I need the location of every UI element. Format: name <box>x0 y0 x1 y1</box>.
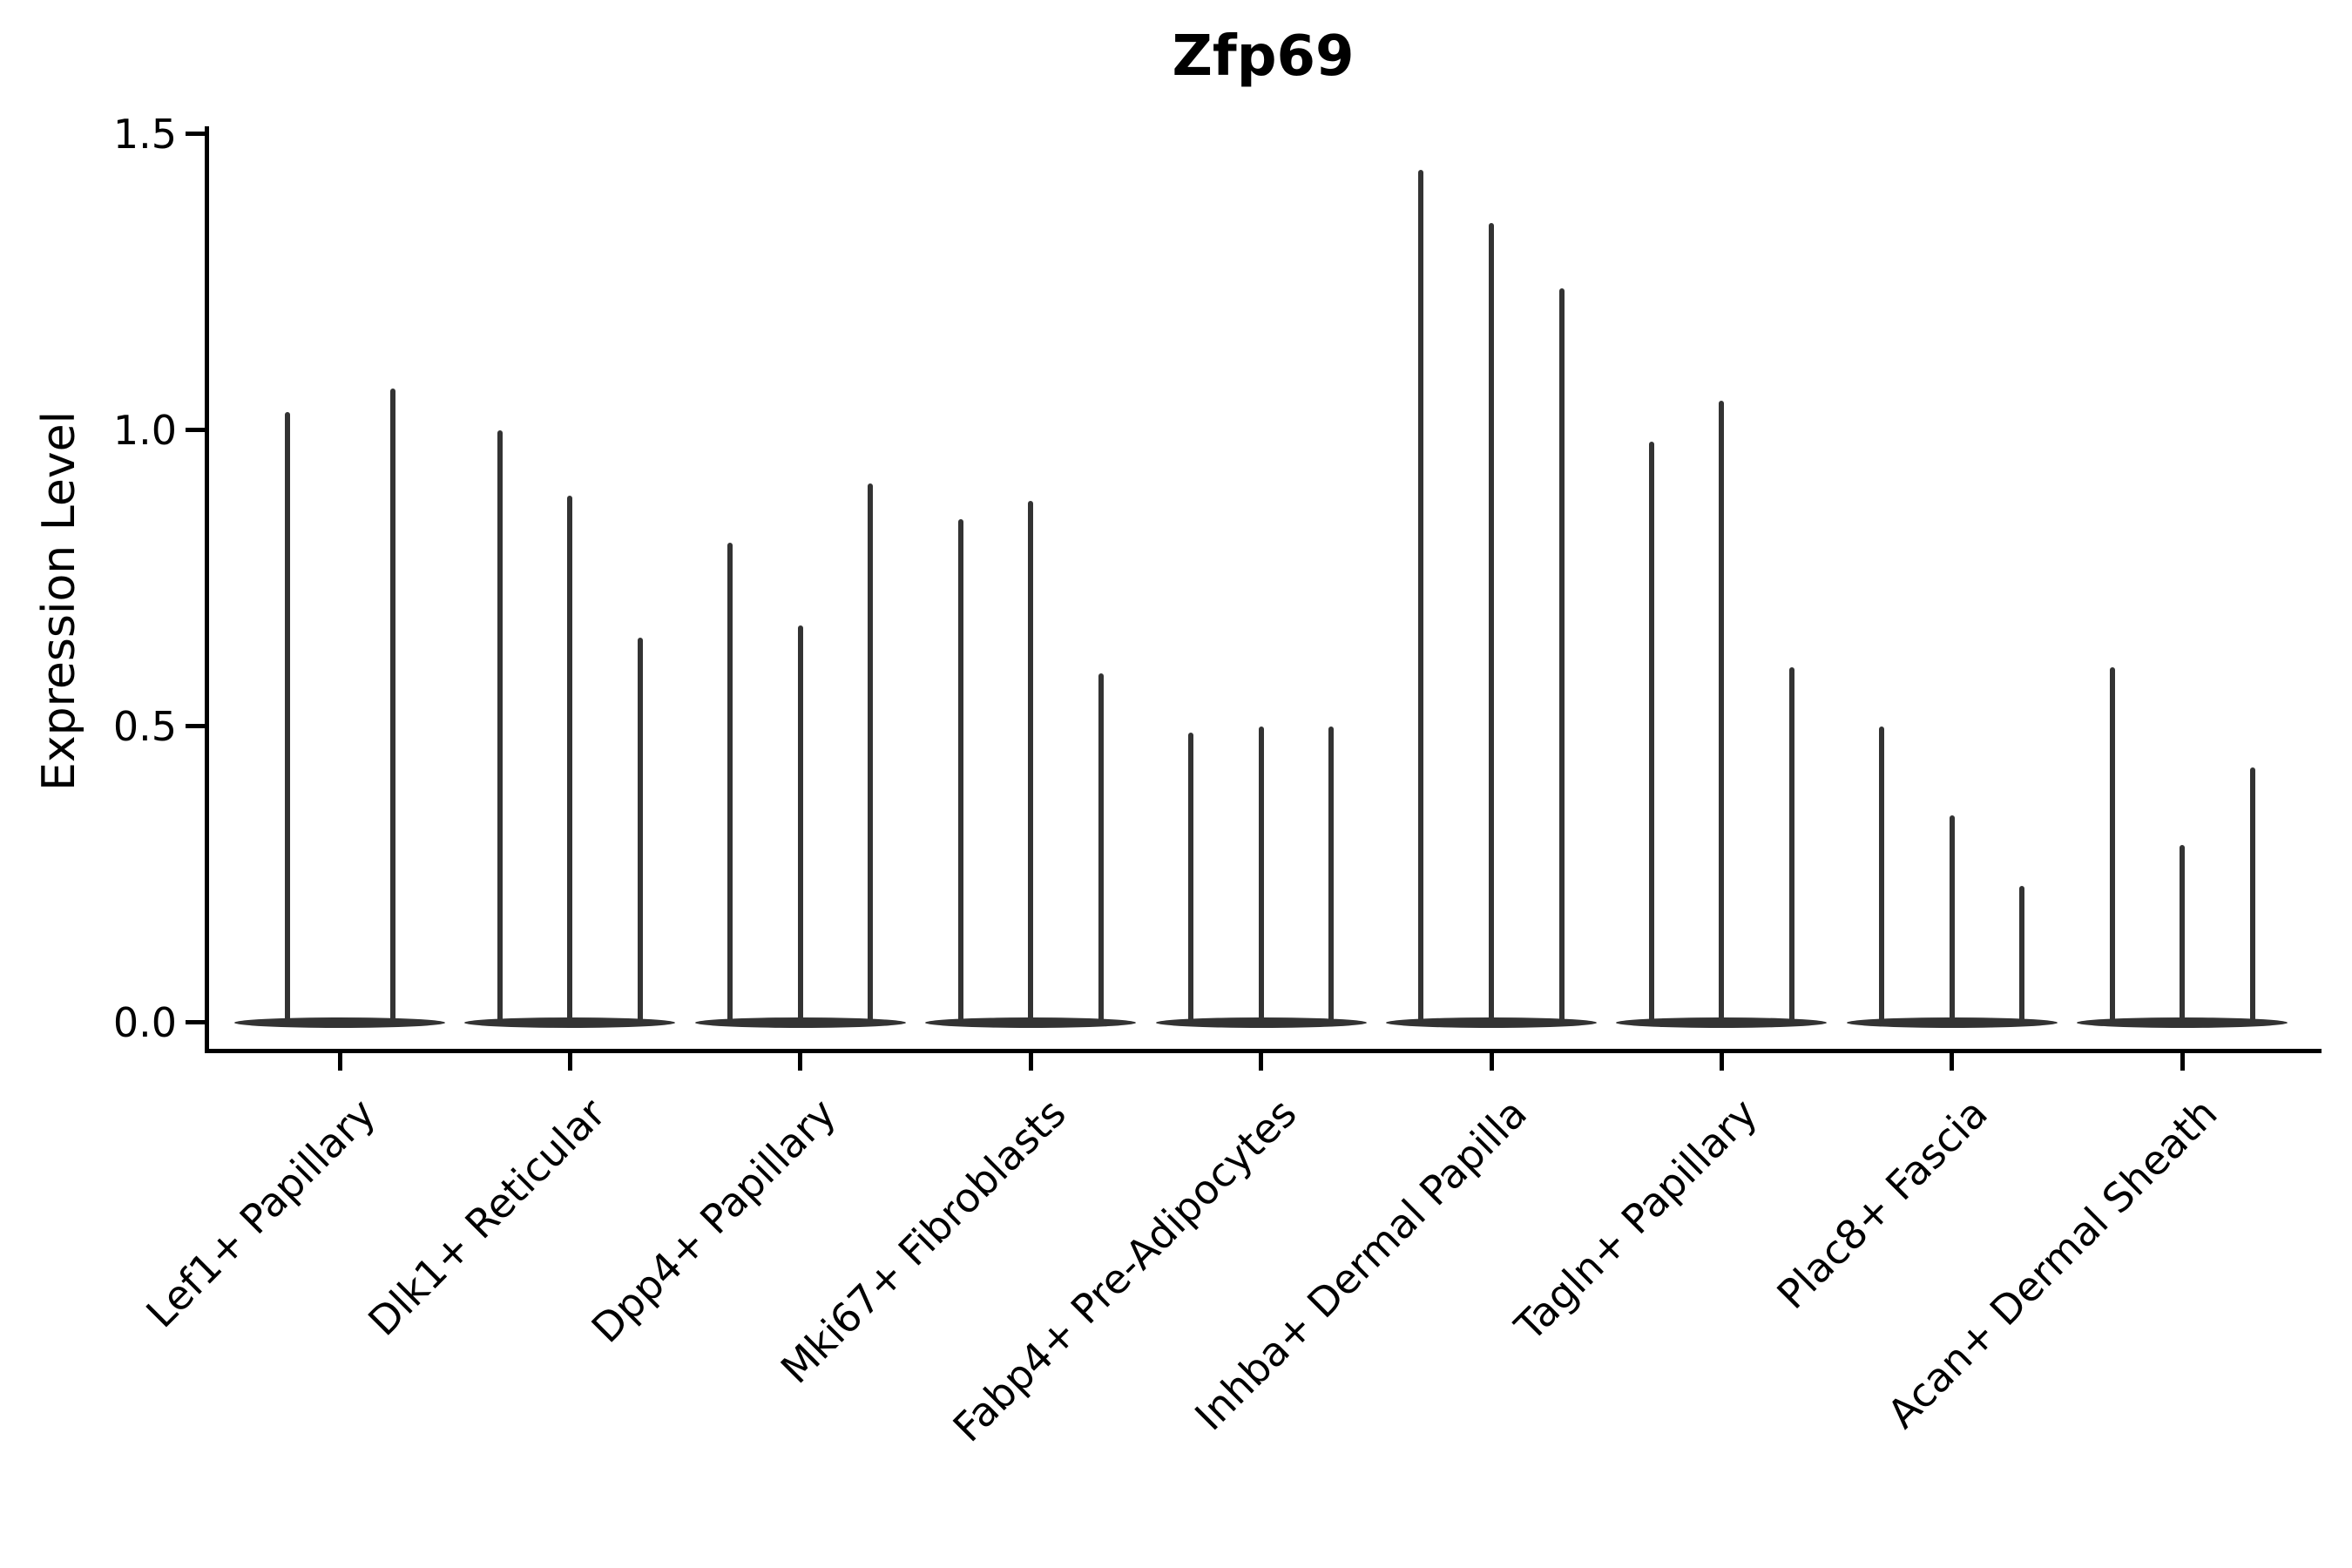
x-tick-mark <box>2180 1053 2185 1071</box>
y-tick-label: 0.0 <box>112 998 177 1046</box>
violin-spike <box>868 483 874 1024</box>
violin-spike <box>2109 666 2115 1024</box>
x-tick-mark <box>1028 1053 1033 1071</box>
x-tick-mark <box>798 1053 803 1071</box>
x-tick-mark <box>1259 1053 1264 1071</box>
x-axis-spine <box>205 1049 2322 1053</box>
y-axis-spine <box>205 126 209 1053</box>
x-tick-label: Lef1+ Papillary <box>136 1089 384 1337</box>
x-tick-mark <box>337 1053 342 1071</box>
violin-spike <box>1489 222 1494 1024</box>
violin-spike <box>638 637 644 1024</box>
x-tick-label: Dpp4+ Papillary <box>582 1089 845 1352</box>
violin-base <box>234 1017 445 1028</box>
violin-spike <box>1258 726 1264 1024</box>
x-tick-label: Tagln+ Papillary <box>1505 1089 1767 1350</box>
violin-spike <box>1418 169 1424 1024</box>
violin-spike <box>2249 767 2255 1024</box>
violin-spike <box>797 625 803 1024</box>
y-tick-label: 1.5 <box>112 110 177 158</box>
violin-spike <box>1719 400 1725 1024</box>
x-tick-mark <box>1489 1053 1494 1071</box>
violin-spike <box>1328 726 1335 1024</box>
violin-spike <box>567 495 573 1024</box>
violin-spike <box>1558 287 1565 1024</box>
y-tick-label: 1.0 <box>112 406 177 454</box>
x-tick-mark <box>1719 1053 1724 1071</box>
y-tick-mark <box>186 132 205 137</box>
x-tick-label: Dlk1+ Reticular <box>358 1089 615 1345</box>
y-tick-mark <box>186 428 205 433</box>
y-tick-mark <box>186 1020 205 1025</box>
violin-spike <box>1187 732 1193 1024</box>
violin-spike <box>389 389 395 1024</box>
y-tick-label: 0.5 <box>112 702 177 750</box>
x-tick-mark <box>567 1053 572 1071</box>
violin-spike <box>2180 844 2186 1024</box>
chart-title: Zfp69 <box>1172 24 1355 89</box>
violin-spike <box>1648 442 1654 1024</box>
violin-spike <box>497 429 503 1024</box>
violin-spike <box>1789 666 1795 1024</box>
violin-spike <box>1949 814 1955 1024</box>
violin-spike <box>727 543 733 1024</box>
y-tick-mark <box>186 724 205 729</box>
x-tick-mark <box>1950 1053 1955 1071</box>
violin-spike <box>2019 886 2025 1024</box>
violin-spike <box>284 412 290 1024</box>
violin-spike <box>1098 672 1104 1024</box>
violin-spike <box>1028 501 1034 1024</box>
x-tick-label: Plac8+ Fascia <box>1767 1089 1997 1318</box>
violin-spike <box>1879 726 1885 1024</box>
violin-spike <box>957 518 963 1024</box>
